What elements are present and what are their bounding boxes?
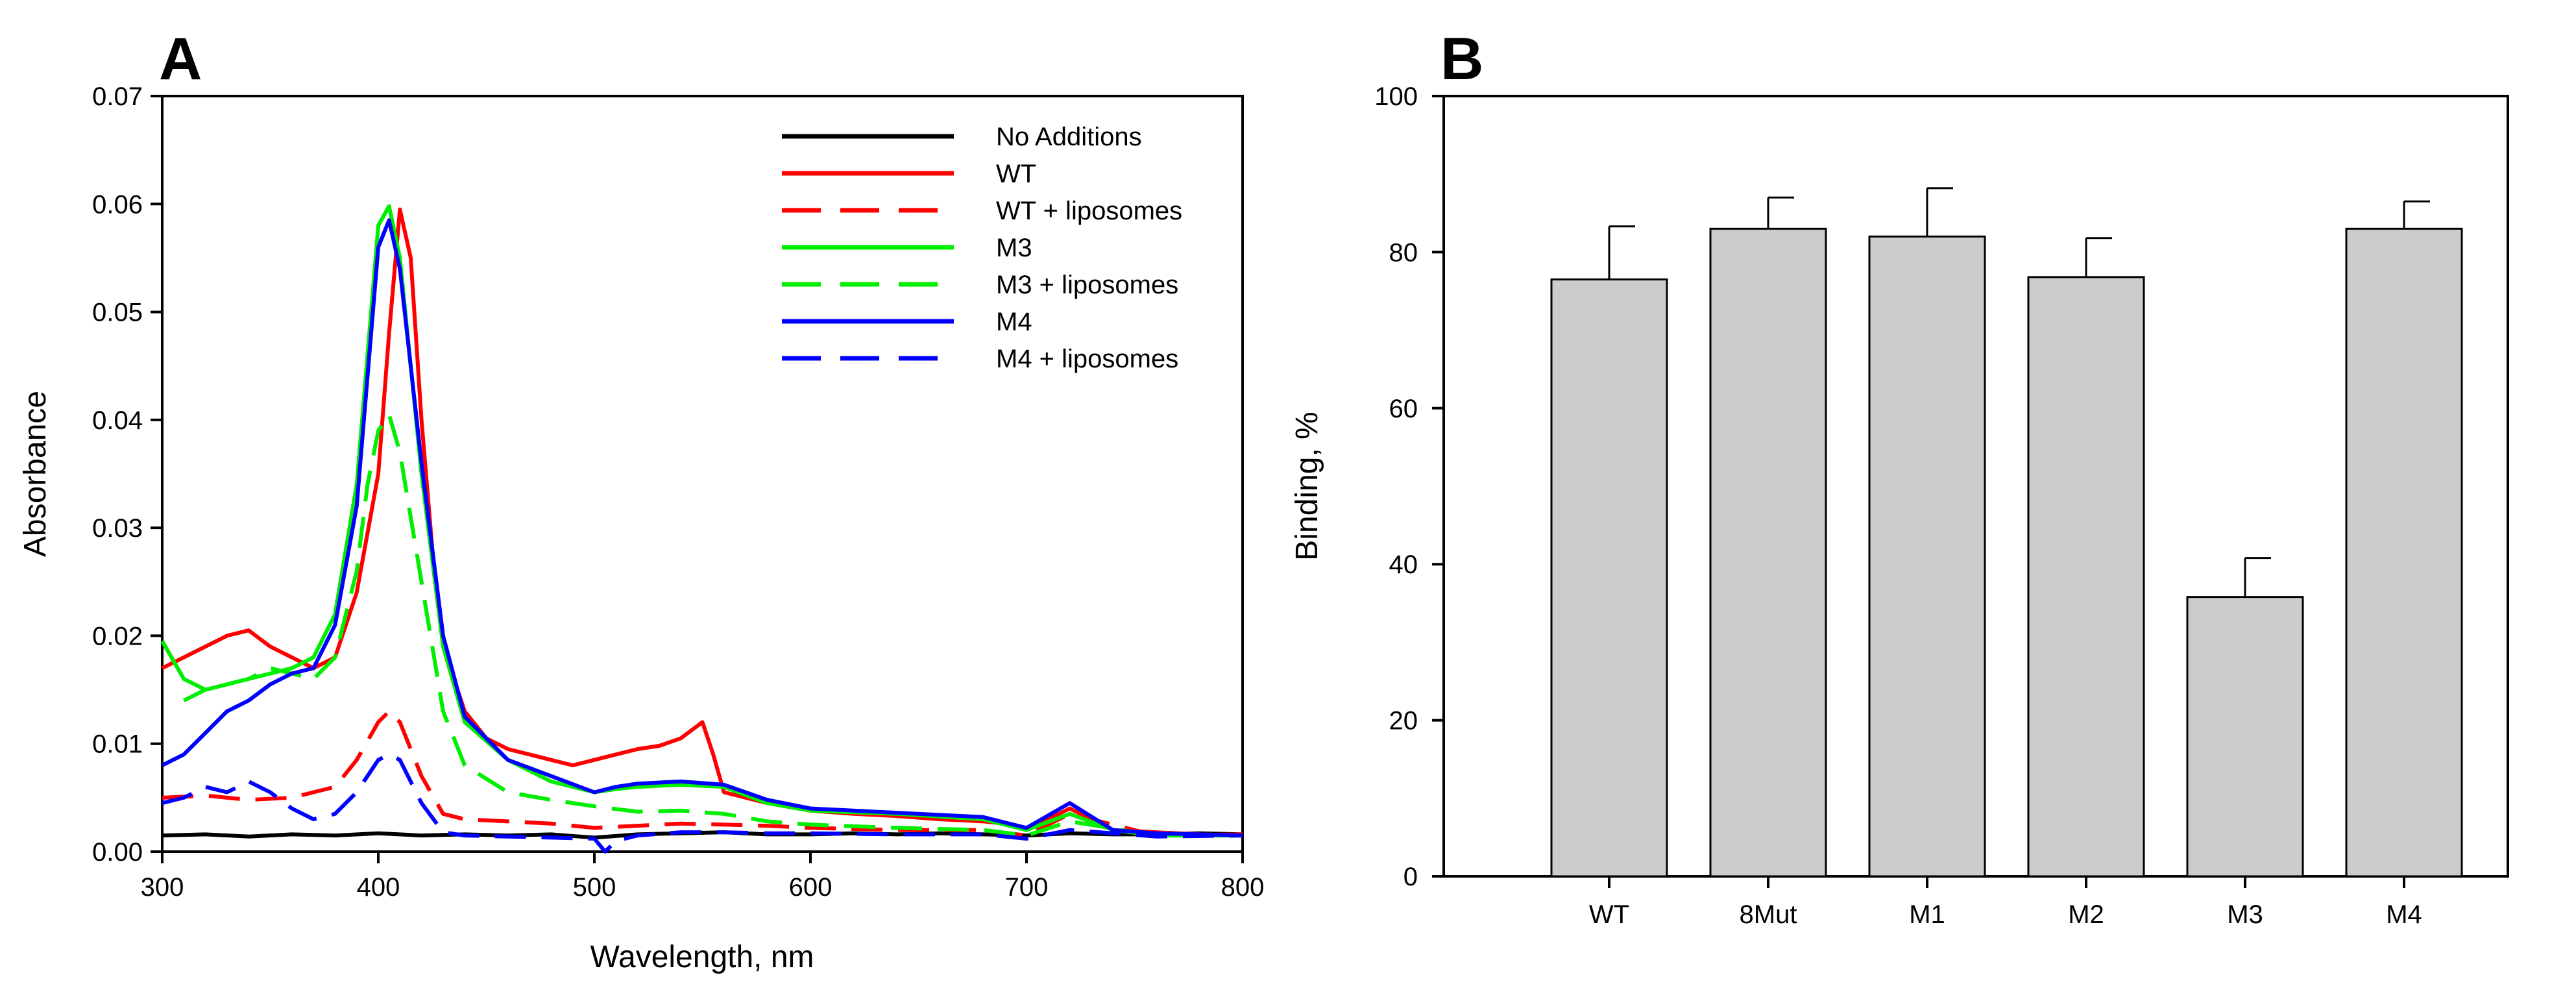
chart-a-frame (161, 95, 1244, 853)
chart-b-y-tick-label: 0 (1403, 863, 1418, 891)
chart-b-bar (2186, 596, 2304, 878)
chart-a-x-tick-label: 800 (1221, 873, 1265, 902)
chart-a-legend-label: M3 (996, 234, 1032, 262)
chart-a-y-tick-label: 0.02 (92, 622, 143, 650)
chart-a-series-line (162, 830, 1243, 840)
chart-b-y-tick-label: 80 (1389, 238, 1418, 267)
chart-a-y-tick-label: 0.04 (92, 406, 143, 435)
chart-b-x-tick-label: WT (1589, 900, 1629, 929)
chart-a-legend-label: M4 (996, 308, 1032, 336)
chart-a-y-tick-label: 0.05 (92, 299, 143, 327)
chart-b-bar (1550, 278, 1668, 878)
chart-a-y-axis-title: Absorbance (18, 391, 53, 557)
chart-b-y-tick-label: 100 (1374, 82, 1418, 111)
chart-b-bar (2027, 276, 2145, 878)
chart-a-legend-label: M3 + liposomes (996, 271, 1178, 299)
chart-a-y-tick-label: 0.07 (92, 82, 143, 111)
panel-label-a: A (159, 26, 202, 92)
chart-a-series-line (182, 412, 1243, 838)
chart-a-series-line (161, 207, 1243, 838)
chart-b-bar (1709, 227, 1827, 878)
chart-a-x-tick-label: 400 (357, 873, 400, 902)
chart-a-x-tick-label: 300 (141, 873, 184, 902)
chart-b-y-axis-title: Binding, % (1290, 412, 1324, 560)
chart-a-legend-label: WT (996, 160, 1036, 188)
chart-a-y-tick-label: 0.06 (92, 190, 143, 219)
chart-b-x-tick-label: M1 (1909, 900, 1945, 929)
chart-a-legend-label: M4 + liposomes (996, 345, 1178, 373)
chart-b-y-tick-label: 20 (1389, 707, 1418, 735)
chart-a-legend: No Additions WT WT + liposomes M3 M3 + lipos… (782, 123, 1182, 373)
chart-b-x-tick-label: M2 (2068, 900, 2104, 929)
chart-b-bar (2345, 227, 2463, 878)
chart-a-x-tick-label: 600 (789, 873, 832, 902)
chart-b: 0 20 40 60 80 100 WT 8Mut M1 M2 M3 M4 Binding, % (1290, 82, 2509, 929)
chart-a-series-line (162, 752, 1243, 854)
chart-a-x-axis-title: Wavelength, nm (590, 940, 814, 974)
chart-a-y-tick-label: 0.03 (92, 514, 143, 543)
panel-label-b: B (1440, 26, 1483, 92)
chart-a-x-tick-label: 500 (573, 873, 616, 902)
chart-a-y-tick-label: 0.00 (92, 838, 143, 867)
chart-a-legend-label: No Additions (996, 123, 1142, 151)
chart-a-legend-label: WT + liposomes (996, 197, 1182, 225)
chart-a-series-line (160, 204, 1243, 838)
chart-a-x-tick-label: 700 (1005, 873, 1049, 902)
chart-a-y-tick-label: 0.01 (92, 730, 143, 759)
chart-b-x-tick-label: M4 (2386, 900, 2422, 929)
chart-b-y-tick-label: 40 (1389, 550, 1418, 579)
chart-b-y-tick-label: 60 (1389, 395, 1418, 423)
chart-a-series-line (161, 218, 1243, 838)
chart-b-bar (1868, 235, 1986, 878)
chart-b-x-tick-label: 8Mut (1740, 900, 1797, 929)
chart-a: 300 400 500 600 700 800 0.00 0.01 0.02 0.03 0.04 0.… (18, 82, 1264, 974)
chart-b-x-tick-label: M3 (2227, 900, 2263, 929)
